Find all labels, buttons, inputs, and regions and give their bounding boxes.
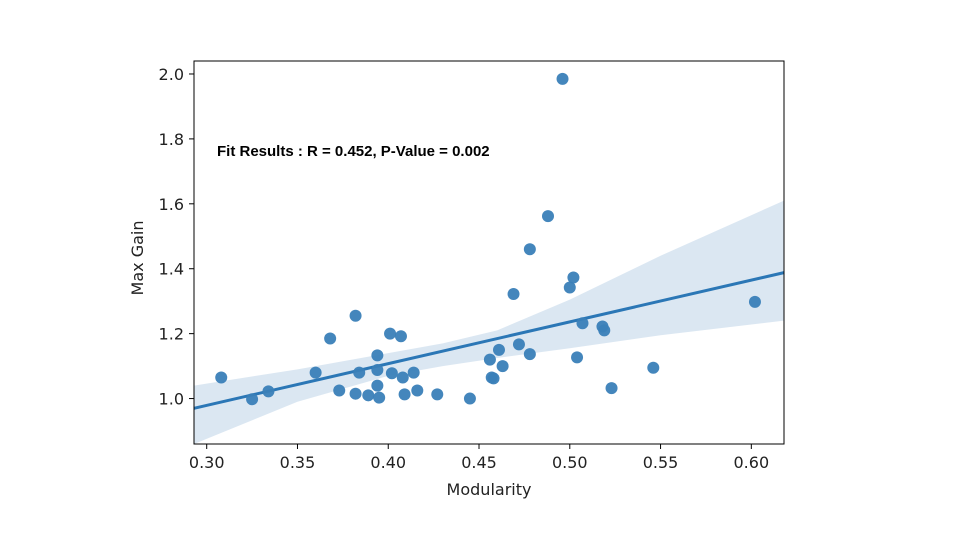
data-point [385, 367, 398, 380]
data-point [215, 371, 228, 384]
data-point [384, 327, 397, 340]
data-point [563, 281, 576, 294]
data-point [496, 360, 509, 373]
data-point [371, 363, 384, 376]
data-point [353, 366, 366, 379]
data-point [411, 384, 424, 397]
x-tick-label: 0.55 [643, 453, 679, 472]
y-tick-label: 2.0 [159, 65, 184, 84]
data-point [398, 388, 411, 401]
data-point [512, 338, 525, 351]
x-tick-label: 0.50 [552, 453, 588, 472]
data-point [463, 392, 476, 405]
data-point [567, 271, 580, 284]
confidence-band [194, 200, 784, 444]
x-tick-label: 0.60 [734, 453, 770, 472]
data-point [362, 389, 375, 402]
data-point [542, 210, 554, 223]
y-tick-label: 1.8 [159, 130, 184, 149]
x-tick-label: 0.35 [280, 453, 316, 472]
data-points-layer [215, 72, 761, 406]
data-point [333, 384, 346, 397]
fit-results-annotation: Fit Results : R = 0.452, P-Value = 0.002 [217, 143, 490, 160]
regression-line [193, 271, 785, 410]
data-point [556, 72, 569, 85]
data-point [483, 353, 496, 366]
data-point [246, 393, 259, 406]
data-point [523, 243, 536, 256]
y-axis-label: Max Gain [128, 221, 147, 296]
data-point [407, 366, 420, 379]
data-point [262, 385, 275, 398]
confidence-band-layer [194, 200, 784, 444]
x-tick-label: 0.30 [189, 453, 225, 472]
y-tick-label: 1.4 [159, 260, 184, 279]
data-point [371, 379, 384, 392]
data-point [571, 351, 584, 364]
x-axis-label: Modularity [447, 480, 532, 499]
data-point [431, 388, 444, 401]
data-point [507, 288, 520, 301]
y-tick-label: 1.2 [159, 325, 184, 344]
data-point [324, 332, 337, 345]
data-point [309, 366, 322, 379]
data-point [394, 330, 407, 343]
data-point [371, 349, 384, 362]
data-point [576, 317, 589, 330]
data-point [396, 371, 409, 384]
data-point [748, 295, 761, 308]
data-point [492, 343, 505, 356]
y-tick-label: 1.6 [159, 195, 184, 214]
axes-layer: 0.30 0.35 0.40 0.45 0.50 0.55 0.60 1.0 1.2 1.4 1.6… [159, 60, 785, 472]
data-point [647, 361, 660, 374]
regression-line-layer [193, 271, 785, 410]
data-point [598, 324, 611, 337]
data-point [373, 391, 386, 404]
data-point [523, 348, 536, 361]
y-tick-label: 1.0 [159, 390, 184, 409]
data-point [487, 372, 500, 385]
data-point [349, 309, 362, 322]
data-point [349, 387, 362, 400]
data-point [605, 382, 618, 395]
x-tick-label: 0.45 [461, 453, 497, 472]
plot-frame [193, 60, 785, 445]
x-tick-label: 0.40 [370, 453, 406, 472]
